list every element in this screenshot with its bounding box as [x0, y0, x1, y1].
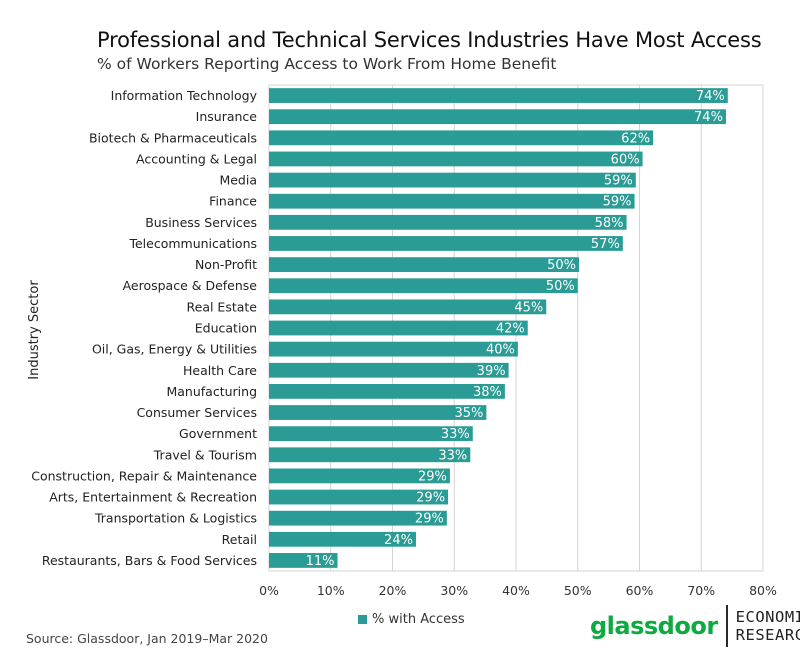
chart-title: Professional and Technical Services Indu… [97, 28, 762, 52]
bar-value-label: 62% [621, 131, 650, 146]
bar-value-label: 35% [454, 406, 483, 421]
bar-value-label: 74% [696, 89, 725, 104]
category-label: Transportation & Logistics [94, 511, 257, 526]
bar [269, 362, 509, 378]
bar [269, 531, 416, 547]
category-label: Consumer Services [137, 405, 257, 420]
bar [269, 193, 635, 209]
category-label: Government [179, 426, 257, 441]
bar-value-label: 50% [547, 258, 576, 273]
bar-value-label: 40% [486, 343, 515, 358]
bar-value-label: 57% [591, 237, 620, 252]
category-label: Telecommunications [128, 236, 257, 251]
bar [269, 468, 450, 484]
bar [269, 88, 728, 103]
category-label: Information Technology [111, 88, 258, 103]
category-label: Retail [222, 532, 257, 547]
legend-label: % with Access [372, 612, 465, 627]
category-label: Health Care [183, 363, 257, 378]
bar [269, 278, 578, 294]
bar [269, 405, 487, 420]
bar-value-label: 29% [415, 512, 444, 527]
bar [269, 383, 505, 399]
brand-divider [725, 605, 728, 647]
bar-value-label: 33% [441, 427, 470, 442]
x-tick-label: 70% [687, 583, 715, 598]
bars: 74%74%62%60%59%59%58%57%50%50%45%42%40%3… [269, 88, 728, 569]
bar [269, 299, 547, 315]
x-tick-label: 50% [564, 583, 592, 598]
chart-subtitle: % of Workers Reporting Access to Work Fr… [97, 55, 557, 73]
bar [269, 257, 579, 273]
category-label: Construction, Repair & Maintenance [31, 468, 257, 483]
x-tick-label: 60% [626, 583, 654, 598]
legend: % with Access [358, 612, 465, 627]
bar-value-label: 58% [595, 216, 624, 231]
bar-value-label: 42% [496, 322, 525, 337]
bar [269, 109, 726, 125]
category-label: Non-Profit [195, 257, 257, 272]
category-label: Biotech & Pharmaceuticals [89, 130, 257, 145]
x-tick-label: 10% [317, 583, 345, 598]
bar-value-label: 74% [694, 110, 723, 125]
bar-value-label: 38% [473, 385, 502, 400]
bar [269, 130, 654, 146]
x-tick-label: 80% [749, 583, 777, 598]
bar [269, 553, 338, 568]
category-label: Insurance [196, 109, 258, 124]
bar [269, 341, 518, 357]
category-labels: Information Technology Insurance Biotech &… [31, 88, 257, 568]
bar [269, 426, 473, 442]
brand-name: glassdoor [590, 612, 718, 640]
x-tick-label: 40% [502, 583, 530, 598]
bar-value-label: 50% [546, 279, 575, 294]
bar-value-label: 33% [438, 448, 467, 463]
bar-value-label: 39% [477, 364, 506, 379]
category-label: Business Services [145, 215, 257, 230]
category-label: Restaurants, Bars & Food Services [42, 553, 257, 568]
bar-chart: 74%74%62%60%59%59%58%57%50%50%45%42%40%3… [27, 84, 777, 598]
bar [269, 151, 643, 167]
bar-value-label: 29% [418, 469, 447, 484]
brand-unit-line1: ECONOMIC [735, 608, 800, 626]
category-label: Manufacturing [166, 384, 257, 399]
brand-logo: glassdoor ECONOMIC RESEARCH [590, 605, 800, 647]
category-label: Oil, Gas, Energy & Utilities [92, 342, 257, 357]
bar-value-label: 29% [416, 491, 445, 506]
bar [269, 510, 447, 526]
category-label: Media [219, 173, 257, 188]
bar-value-label: 59% [604, 174, 633, 189]
y-axis-label: Industry Sector [27, 280, 42, 380]
source-note: Source: Glassdoor, Jan 2019–Mar 2020 [26, 631, 268, 646]
category-label: Education [195, 321, 257, 336]
category-label: Arts, Entertainment & Recreation [49, 490, 257, 505]
bar-value-label: 59% [603, 195, 632, 210]
brand-unit-line2: RESEARCH [735, 626, 800, 644]
category-label: Travel & Tourism [153, 447, 257, 462]
bar [269, 214, 627, 230]
brand-unit: ECONOMIC RESEARCH [736, 608, 800, 644]
x-tick-label: 0% [259, 583, 279, 598]
bar [269, 489, 449, 505]
bar-value-label: 60% [611, 152, 640, 167]
bar-value-label: 11% [306, 554, 335, 569]
bar [269, 447, 471, 463]
x-tick-label: 30% [440, 583, 468, 598]
bar-value-label: 45% [514, 300, 543, 315]
category-label: Real Estate [187, 299, 258, 314]
bar-value-label: 24% [384, 533, 413, 548]
category-label: Aerospace & Defense [123, 278, 258, 293]
bar [269, 236, 623, 251]
x-tick-labels: 0% 10% 20% 30% 40% 50% 60% 70% 80% [259, 583, 777, 598]
bar [269, 320, 528, 336]
legend-swatch [358, 615, 367, 624]
x-tick-label: 20% [379, 583, 407, 598]
category-label: Finance [209, 194, 257, 209]
category-label: Accounting & Legal [136, 151, 257, 166]
bar [269, 172, 636, 188]
